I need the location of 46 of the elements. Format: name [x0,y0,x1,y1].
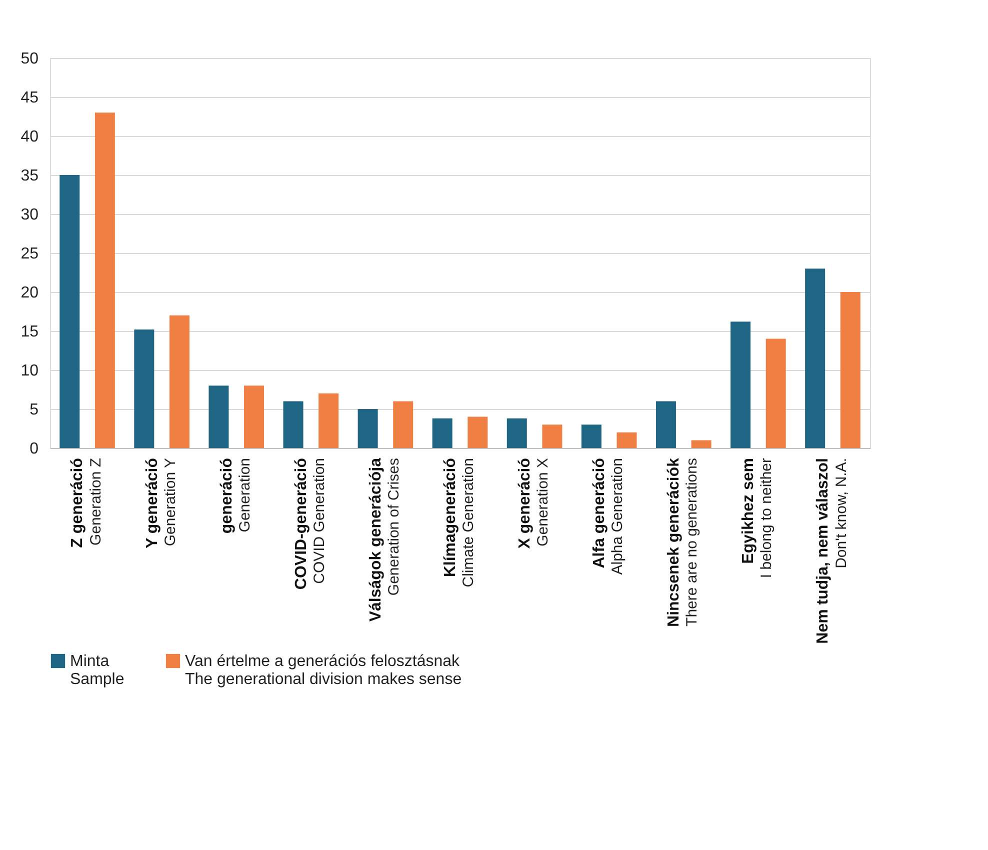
y-tick-label: 0 [30,440,39,458]
bar [581,424,602,448]
y-tick-label: 20 [20,284,39,302]
category-label: Egyikhez sem I belong to neither [740,458,776,578]
legend-label: Van értelme a generációs felosztásnak The generational division makes sense [185,653,462,688]
bar [60,175,80,448]
category-label: generáció Generation [218,458,254,534]
category-label: COVID-generáció COVID Generation [292,458,328,590]
bar [468,416,488,448]
bar [766,338,786,448]
category-label: Nincsenek generációk There are no generations [666,458,701,627]
bar [358,409,378,448]
y-tick-label: 50 [20,50,39,68]
category-label: X generáció Generation X [516,458,552,549]
bar [94,112,115,448]
bar [730,322,751,448]
bar [616,432,637,448]
y-tick-label: 25 [20,246,39,262]
category-label: Klímageneráció Climate Generation [442,458,478,588]
bar [432,418,452,448]
bar [393,401,414,448]
bar [283,401,304,448]
y-tick-label: 45 [20,90,39,106]
legend-label: Minta Sample [70,653,124,688]
bar [805,268,826,448]
category-label: Nem tudja, nem válaszol Don't know, N.A. [814,458,850,644]
bar [506,418,527,448]
bar [542,424,562,448]
category-label: Válságok generációja Generation of Crises [367,458,403,622]
category-label: Alfa generáció Alpha Generation [591,458,626,575]
bar [134,329,154,448]
y-tick-label: 30 [20,206,39,224]
y-tick-label: 10 [20,362,39,380]
bar [169,315,190,448]
bar [691,440,712,448]
y-tick-label: 40 [20,128,39,146]
bar [318,393,339,448]
category-label: Z generáció Generation Z [69,458,104,548]
y-tick-label: 35 [20,168,39,184]
bar [840,292,860,448]
y-tick-label: 15 [20,324,39,340]
bar [208,386,229,448]
bar [244,386,264,448]
y-tick-label: 5 [30,402,39,418]
category-label: Y generáció Generation Y [144,458,179,548]
bar [656,401,676,448]
